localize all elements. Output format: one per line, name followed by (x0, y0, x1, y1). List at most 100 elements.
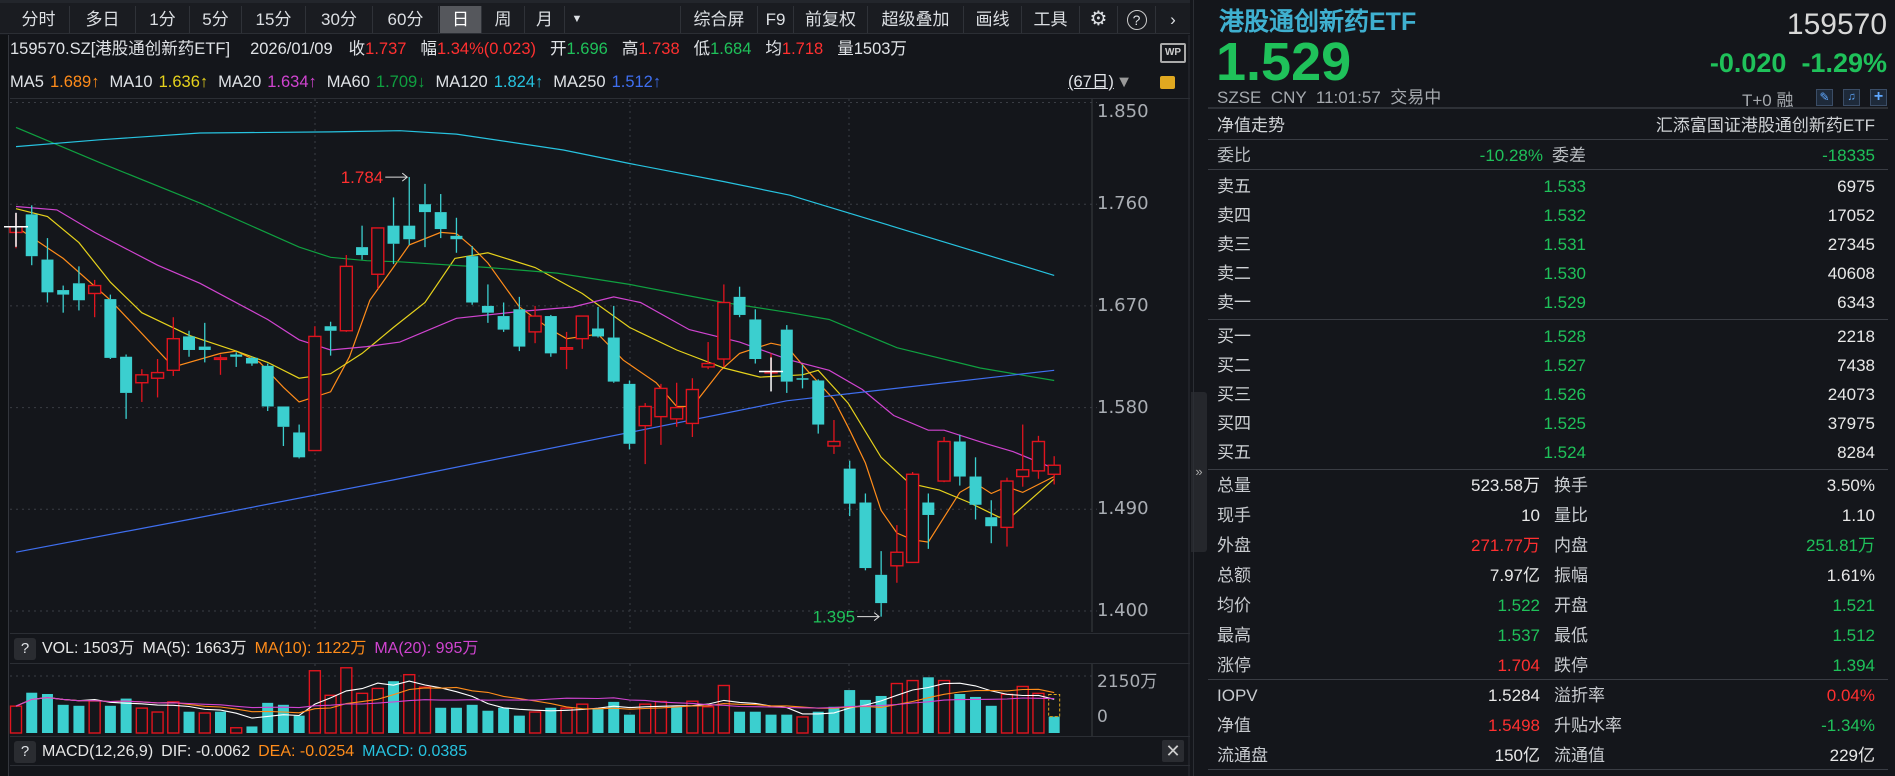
candle[interactable] (875, 551, 888, 617)
f9-button[interactable]: F9 (758, 6, 794, 33)
composite-screen-button[interactable]: 综合屏 (680, 6, 758, 33)
candle[interactable] (57, 285, 70, 313)
candle[interactable] (450, 217, 463, 253)
bell-icon[interactable]: ♫ (1843, 89, 1860, 106)
collapse-panel-button[interactable]: » (1191, 392, 1207, 552)
super-overlay-button[interactable]: 超级叠加 (868, 6, 964, 33)
range-days-selector[interactable]: (67日) ▼ (1068, 70, 1132, 94)
candle[interactable] (418, 183, 431, 248)
candle[interactable] (1047, 456, 1061, 485)
candle[interactable] (466, 246, 479, 305)
candle[interactable] (261, 363, 274, 411)
help-icon[interactable]: ? (1118, 6, 1156, 33)
tab-multi-day[interactable]: 多日 (70, 6, 136, 33)
candle[interactable] (1016, 424, 1030, 487)
candle[interactable] (434, 194, 447, 239)
candle[interactable] (780, 325, 793, 393)
candle[interactable] (905, 472, 920, 564)
macd-help-button[interactable]: ? (14, 741, 36, 763)
candle[interactable] (796, 364, 809, 389)
candle[interactable] (104, 294, 117, 360)
candle[interactable] (717, 284, 731, 367)
candle[interactable] (403, 177, 416, 245)
ask-volume: 27345 (1827, 235, 1875, 254)
draw-line-button[interactable]: 画线 (964, 6, 1022, 33)
forward-adjust-button[interactable]: 前复权 (794, 6, 868, 33)
candle[interactable] (339, 255, 354, 332)
candle[interactable] (198, 322, 211, 363)
stat-row: 外盘 271.77万 内盘 251.81万 (1217, 533, 1877, 559)
candle[interactable] (387, 197, 400, 265)
candle[interactable] (183, 330, 196, 357)
candle[interactable] (293, 424, 306, 459)
candle[interactable] (87, 279, 102, 318)
volume-help-button[interactable]: ? (14, 638, 36, 660)
candle[interactable] (72, 266, 85, 311)
candle[interactable] (277, 406, 290, 447)
candle[interactable] (969, 457, 982, 520)
tab-15min[interactable]: 15分 (242, 6, 306, 33)
candle[interactable] (25, 205, 38, 266)
candle[interactable] (733, 286, 746, 318)
tab-30min[interactable]: 30分 (306, 6, 373, 33)
tab-monthly[interactable]: 月 (525, 6, 565, 33)
candle[interactable] (827, 420, 841, 454)
wp-monitor-icon[interactable]: WP (1160, 43, 1186, 63)
candle[interactable] (371, 227, 385, 289)
candle[interactable] (812, 379, 825, 434)
candle[interactable] (685, 378, 700, 437)
candle-body (183, 336, 196, 350)
candle[interactable] (890, 525, 904, 583)
candle[interactable] (937, 436, 951, 483)
tab-fenshi[interactable]: 分时 (8, 6, 70, 33)
candle[interactable] (120, 354, 133, 419)
candle[interactable] (150, 359, 165, 398)
candle[interactable] (607, 305, 620, 383)
tab-60min[interactable]: 60分 (373, 6, 439, 33)
candle[interactable] (1031, 435, 1046, 479)
candle[interactable] (166, 317, 181, 376)
candle[interactable] (245, 356, 258, 366)
tab-daily[interactable]: 日 (440, 6, 482, 33)
candle[interactable] (356, 225, 369, 260)
candle[interactable] (513, 296, 526, 352)
chevron-right-icon[interactable]: › (1170, 10, 1176, 29)
candle[interactable] (654, 383, 668, 445)
candle[interactable] (922, 493, 935, 549)
candle[interactable] (481, 284, 494, 323)
tab-weekly[interactable]: 周 (482, 6, 525, 33)
close-icon[interactable]: ✕ (1162, 740, 1184, 762)
edit-icon[interactable]: ✎ (1816, 89, 1833, 106)
candle[interactable] (308, 326, 322, 452)
candle[interactable] (575, 315, 589, 349)
candle[interactable] (669, 382, 684, 427)
candle[interactable] (230, 352, 243, 367)
candle[interactable] (623, 380, 636, 450)
candle[interactable] (41, 238, 54, 303)
caret-down-icon[interactable]: ▼ (571, 13, 583, 25)
candle[interactable] (985, 500, 998, 544)
candle[interactable] (559, 331, 574, 370)
add-icon[interactable]: + (1870, 89, 1887, 106)
candle-body (277, 406, 290, 427)
candle[interactable] (843, 460, 856, 517)
candle[interactable] (953, 434, 966, 486)
candle[interactable] (638, 403, 652, 465)
candle[interactable] (324, 321, 337, 356)
candle[interactable] (749, 309, 762, 364)
candle[interactable] (592, 307, 605, 338)
candle[interactable] (859, 493, 872, 571)
candle[interactable] (497, 302, 510, 332)
candle[interactable] (135, 369, 149, 402)
lock-icon[interactable] (1160, 76, 1175, 89)
candle[interactable] (701, 342, 715, 370)
kline-chart[interactable]: 1.784 1.395 (0, 0, 1190, 776)
tab-5min[interactable]: 5分 (190, 6, 242, 33)
gear-icon[interactable]: ⚙ (1080, 6, 1118, 33)
tab-1min[interactable]: 1分 (136, 6, 190, 33)
tools-button[interactable]: 工具 (1022, 6, 1080, 33)
candle[interactable] (544, 314, 557, 357)
candle[interactable] (213, 354, 228, 375)
candle[interactable] (1000, 477, 1014, 547)
candle[interactable] (528, 305, 542, 344)
